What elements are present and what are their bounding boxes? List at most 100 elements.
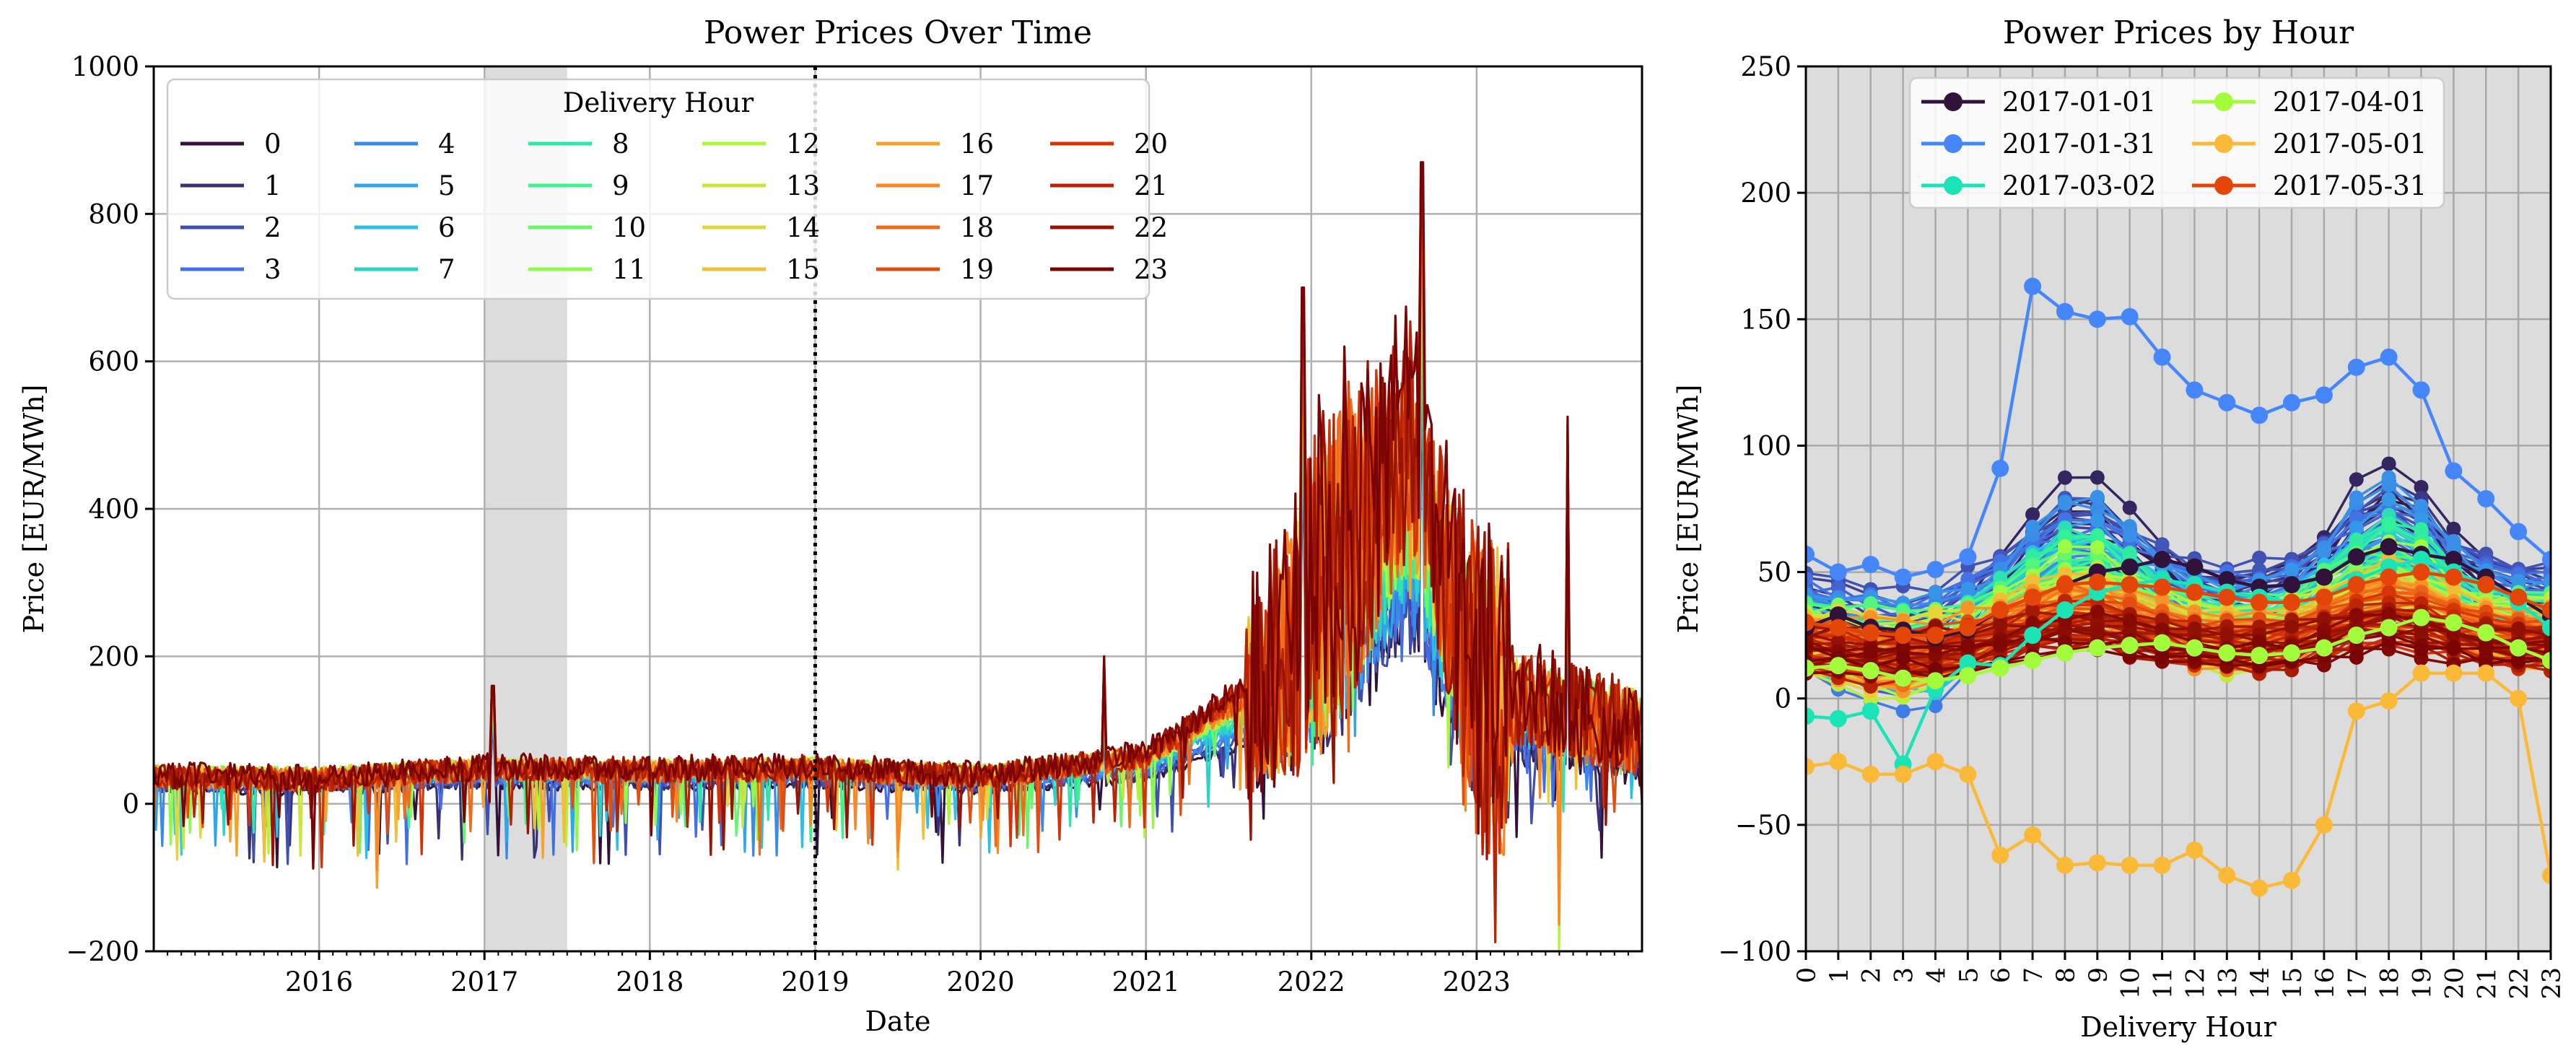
- series-point-2017-03-02: [2056, 601, 2074, 619]
- daily-profile-point: [2381, 517, 2396, 532]
- series-point-2017-01-31: [2380, 348, 2398, 366]
- series-line-hour-22: [154, 173, 1642, 867]
- series-point-2017-05-01: [2186, 841, 2204, 859]
- daily-profile-point: [2381, 634, 2396, 649]
- right-plot-frame: [1804, 65, 2552, 953]
- x-tick-label: 2021: [1112, 966, 1180, 997]
- x-tick-label: 21: [2473, 967, 2502, 1000]
- series-point-2017-01-01: [2380, 538, 2398, 556]
- series-point-2017-04-01: [2542, 652, 2551, 670]
- daily-profile-point: [2284, 562, 2300, 577]
- legend-label-hour-10: 10: [612, 212, 646, 243]
- series-point-2017-05-01: [2153, 856, 2171, 874]
- series-point-2017-01-31: [2477, 489, 2495, 507]
- legend-label-hour-0: 0: [264, 128, 281, 160]
- series-point-2017-01-31: [2412, 381, 2430, 399]
- daily-profile-point: [1993, 637, 2008, 652]
- series-point-2017-05-01: [2542, 866, 2551, 884]
- legend-label-hour-6: 6: [438, 212, 455, 243]
- daily-profile-point: [2090, 489, 2105, 505]
- series-point-2017-01-31: [2186, 381, 2204, 399]
- x-tick-label: 17: [2344, 967, 2372, 1000]
- series-point-2017-04-01: [2186, 639, 2204, 657]
- series-point-2017-01-31: [1894, 568, 1912, 586]
- legend-label-hour-11: 11: [612, 254, 646, 285]
- series-point-2017-05-01: [1959, 765, 1977, 783]
- series-point-2017-05-01: [1861, 765, 1879, 783]
- y-tick-label: 200: [88, 641, 139, 672]
- series-point-2017-03-02: [1861, 702, 1879, 720]
- y-tick-label: 150: [1740, 304, 1791, 335]
- daily-profile-point: [2479, 641, 2494, 656]
- left-chart-title: Power Prices Over Time: [704, 14, 1092, 51]
- legend-label-hour-16: 16: [960, 128, 994, 160]
- series-point-2017-01-31: [2088, 310, 2106, 328]
- daily-profile-point: [1928, 699, 1943, 714]
- y-tick-label: 100: [1740, 430, 1791, 461]
- series-point-2017-04-01: [2088, 639, 2106, 657]
- daily-profile-point: [2154, 623, 2170, 638]
- series-point-2017-05-01: [2347, 702, 2365, 720]
- series-point-2017-05-01: [1829, 753, 1847, 771]
- series-point-2017-01-31: [2315, 386, 2333, 404]
- daily-profile-point: [2090, 513, 2105, 528]
- daily-profile-point: [1960, 639, 1975, 654]
- daily-profile-point: [2122, 528, 2137, 543]
- daily-profile-point: [2025, 557, 2040, 572]
- x-tick-label: 16: [2311, 967, 2340, 1000]
- daily-profile-point: [1928, 585, 1943, 600]
- right-chart: Power Prices by Hour −100−50050100150200…: [1672, 14, 2567, 1043]
- daily-profile-point: [1928, 662, 1943, 677]
- x-tick-label: 13: [2214, 967, 2243, 1000]
- daily-profile-point: [2090, 502, 2105, 517]
- series-point-2017-05-31: [1926, 626, 1944, 645]
- daily-profile-point: [1928, 606, 1943, 621]
- daily-profile-point: [2316, 622, 2331, 637]
- series-point-2017-04-01: [1991, 659, 2009, 677]
- legend-label-hour-9: 9: [612, 170, 629, 201]
- daily-profile-point: [1895, 650, 1911, 665]
- series-point-2017-01-31: [2510, 523, 2528, 541]
- series-point-2017-04-01: [2024, 652, 2042, 670]
- series-point-2017-01-31: [2024, 277, 2042, 295]
- x-tick-label: 15: [2279, 967, 2308, 1000]
- series-point-2017-05-31: [2315, 588, 2333, 606]
- legend-label-hour-13: 13: [786, 170, 820, 201]
- series-point-2017-01-01: [2121, 558, 2139, 576]
- series-point-2017-05-31: [1991, 601, 2009, 619]
- legend-label-hour-22: 22: [1134, 212, 1168, 243]
- daily-profile-point: [1993, 618, 2008, 633]
- x-tick-label: 19: [2409, 967, 2437, 1000]
- daily-profile-point: [2219, 628, 2235, 643]
- series-point-2017-01-31: [2056, 302, 2074, 320]
- daily-profile-point: [2414, 642, 2429, 657]
- legend-label-hour-12: 12: [786, 128, 820, 160]
- daily-profile-point: [1863, 596, 1878, 611]
- series-point-2017-01-31: [2542, 551, 2551, 569]
- series-point-2017-05-01: [1894, 765, 1912, 783]
- x-tick-label: 2020: [946, 966, 1014, 997]
- series-point-2017-03-02: [2412, 551, 2430, 569]
- series-point-2017-01-31: [2445, 462, 2463, 480]
- series-point-2017-04-01: [1894, 669, 1912, 687]
- y-tick-label: 600: [88, 346, 139, 377]
- x-tick-label: 2019: [781, 966, 849, 997]
- left-x-axis-label: Date: [865, 1005, 931, 1037]
- legend-label-hour-18: 18: [960, 212, 994, 243]
- series-point-2017-05-31: [1894, 626, 1912, 645]
- x-tick-label: 8: [2052, 967, 2081, 983]
- y-tick-label: 50: [1758, 557, 1791, 588]
- daily-profile-point: [2511, 573, 2526, 588]
- series-point-2017-05-01: [1991, 846, 2009, 864]
- series-point-2017-01-01: [2283, 576, 2301, 594]
- legend-label-hour-20: 20: [1134, 128, 1168, 160]
- series-point-2017-01-01: [2153, 551, 2171, 569]
- legend-label-hour-15: 15: [786, 254, 820, 285]
- daily-profile-point: [1863, 679, 1878, 694]
- daily-profile-point: [2446, 521, 2461, 536]
- series-point-2017-05-01: [2218, 866, 2236, 884]
- series-point-2017-01-31: [2218, 393, 2236, 411]
- series-point-2017-04-01: [2510, 639, 2528, 657]
- legend-label-hour-17: 17: [960, 170, 994, 201]
- series-point-2017-05-01: [2250, 879, 2269, 897]
